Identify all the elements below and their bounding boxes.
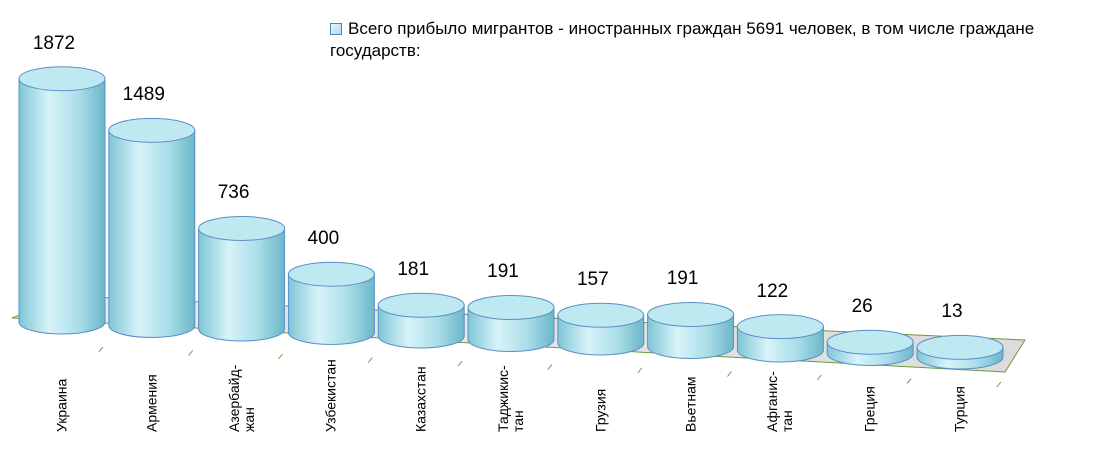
tick <box>98 346 104 353</box>
x-tick-label: Афганис- тан <box>764 371 796 432</box>
bar <box>198 227 286 342</box>
bar-top <box>18 66 106 92</box>
bar-top <box>198 215 286 241</box>
bar-top <box>467 294 555 320</box>
tick <box>637 367 643 374</box>
tick <box>367 357 373 363</box>
bar-top <box>108 117 196 143</box>
tick <box>457 360 463 367</box>
x-tick-label: Греция <box>861 386 878 432</box>
x-tick-label: Азербайд- жан <box>225 364 257 432</box>
bar-top <box>647 301 735 327</box>
value-label: 1872 <box>32 32 76 54</box>
legend: Всего прибыло мигрантов - иностранных гр… <box>330 18 1090 62</box>
x-tick-label: Турция <box>951 386 968 432</box>
x-tick-label: Вьетнам <box>682 376 699 432</box>
value-label: 1489 <box>122 84 165 106</box>
bar-top <box>916 334 1004 360</box>
tick <box>188 350 194 356</box>
tick <box>278 353 283 360</box>
tick <box>547 364 553 370</box>
bar <box>467 306 555 352</box>
x-tick-label: Казахстан <box>412 366 429 432</box>
value-label: 157 <box>576 269 609 291</box>
tick <box>727 371 732 377</box>
bar <box>647 313 735 359</box>
x-tick-label: Узбекистан <box>322 359 339 432</box>
bar <box>18 78 106 335</box>
legend-label: Всего прибыло мигрантов - иностранных гр… <box>330 19 1035 60</box>
bar-top <box>287 261 375 287</box>
value-label: 736 <box>217 182 250 204</box>
x-tick-label: Таджикис- тан <box>495 365 526 432</box>
tick <box>996 381 1002 388</box>
bar <box>287 273 375 345</box>
bar <box>108 129 196 338</box>
bar-top <box>736 314 824 340</box>
value-label: 191 <box>487 261 519 283</box>
bar-top <box>557 302 645 328</box>
value-label: 122 <box>756 280 789 302</box>
x-tick-label: Украина <box>53 378 70 432</box>
value-label: 400 <box>307 228 340 250</box>
x-tick-label: Грузия <box>592 388 609 432</box>
bar-top <box>377 292 465 318</box>
value-label: 26 <box>851 296 873 318</box>
value-label: 181 <box>397 259 430 281</box>
value-label: 13 <box>941 301 963 323</box>
value-label: 191 <box>666 268 699 290</box>
x-tick-label: Армения <box>143 374 160 432</box>
tick <box>906 378 912 384</box>
legend-icon <box>330 23 342 35</box>
bar-top <box>826 329 914 355</box>
tick <box>816 374 822 381</box>
